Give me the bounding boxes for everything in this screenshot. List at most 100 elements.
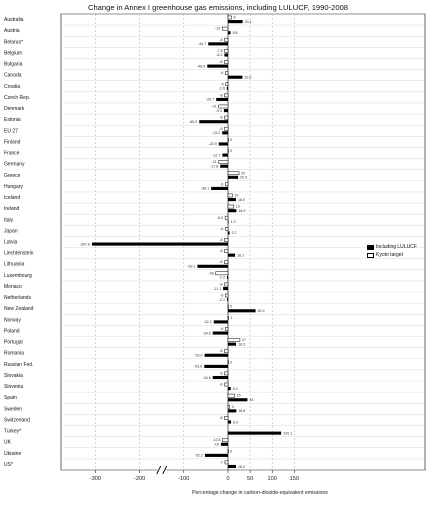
lulucf-bar — [212, 331, 228, 335]
lulucf-value-label: 18.8 — [238, 409, 245, 413]
lulucf-value-label: -26.7 — [206, 98, 214, 102]
lulucf-bar — [91, 242, 229, 246]
lulucf-bar — [228, 409, 237, 413]
category-label: Greece — [4, 173, 21, 179]
category-label: France — [4, 151, 20, 157]
category-label: Croatia — [4, 84, 20, 90]
x-axis-label: Percentage change in carbon-dioxide-equi… — [192, 490, 328, 496]
category-label: Czech Rep. — [4, 95, 30, 101]
category-label: Luxembourg — [4, 273, 32, 279]
lulucf-bar — [208, 42, 228, 46]
category-label: Turkey* — [4, 429, 21, 435]
lulucf-bar — [228, 231, 230, 235]
category-label: Monaco — [4, 284, 22, 290]
kyoto-bar — [224, 37, 229, 42]
category-label: Estonia — [4, 117, 21, 123]
kyoto-value-label: -5 — [221, 82, 224, 86]
lulucf-value-label: -20.9 — [209, 142, 217, 146]
kyoto-bar — [224, 115, 229, 120]
lulucf-value-label: -8.2 — [216, 53, 222, 57]
kyoto-value-label: 0 — [230, 449, 232, 453]
kyoto-value-label: -6 — [220, 182, 223, 186]
lulucf-bar — [204, 453, 228, 457]
kyoto-bar — [224, 60, 229, 64]
kyoto-bar — [224, 93, 229, 98]
lulucf-value-label: -34.6 — [203, 331, 211, 335]
lulucf-value-label: -11.1 — [213, 287, 221, 291]
lulucf-value-label: 120.1 — [283, 431, 292, 435]
kyoto-value-label: 13 — [236, 205, 240, 209]
lulucf-bar — [204, 353, 228, 357]
lulucf-bar — [218, 142, 228, 146]
category-label: Poland — [4, 328, 20, 334]
kyoto-bar — [224, 249, 229, 253]
lulucf-bar — [212, 375, 228, 380]
legend-item-lulucf: Including LULUCF — [367, 243, 417, 251]
kyoto-bar — [224, 371, 229, 376]
category-label: Canada — [4, 73, 22, 79]
lulucf-bar — [213, 320, 228, 324]
lulucf-value-label: 3.7 — [232, 231, 237, 235]
axis-break-mark — [156, 465, 162, 475]
lulucf-value-label: -2.1 — [219, 298, 225, 302]
kyoto-value-label: -8 — [219, 93, 222, 97]
kyoto-value-label: -28 — [208, 271, 213, 275]
lulucf-bar — [223, 286, 228, 291]
lulucf-value-label: 6.2 — [233, 387, 238, 391]
lulucf-value-label: 32.6 — [244, 75, 251, 79]
lulucf-value-label: -17.8 — [210, 164, 218, 168]
kyoto-bar — [215, 271, 229, 276]
kyoto-bar — [224, 215, 229, 220]
kyoto-value-label: -8 — [219, 260, 222, 264]
lulucf-value-label: -13.2 — [212, 131, 220, 135]
kyoto-bar — [224, 260, 229, 264]
lulucf-bar — [222, 131, 228, 135]
lulucf-value-label: 62.4 — [258, 309, 265, 313]
x-tick-label: 0 — [226, 476, 230, 482]
kyoto-bar — [224, 282, 229, 287]
lulucf-bar — [228, 398, 248, 402]
lulucf-bar — [222, 153, 228, 157]
kyoto-bar — [227, 360, 229, 365]
lulucf-value-label: 18.0 — [238, 198, 245, 202]
kyoto-bar — [218, 104, 229, 109]
kyoto-bar — [225, 327, 229, 331]
kyoto-bar — [222, 26, 229, 31]
kyoto-bar — [225, 71, 229, 75]
lulucf-value-label: 44 — [249, 398, 253, 402]
lulucf-value-label: 33.1 — [245, 20, 252, 24]
lulucf-value-label: -34.6 — [203, 376, 211, 380]
kyoto-bar — [224, 416, 229, 420]
kyoto-value-label: 25 — [241, 171, 245, 175]
kyoto-value-label: -13 — [215, 27, 220, 31]
x-tick-label: -200 — [133, 476, 146, 482]
category-label: Ukraine — [4, 451, 21, 457]
lulucf-bar — [228, 309, 256, 313]
category-label: Latvia — [4, 240, 18, 246]
category-label: Hungary — [4, 184, 23, 190]
lulucf-value-label: 18.0 — [238, 465, 245, 469]
kyoto-value-label: 10 — [234, 194, 238, 198]
category-label: Netherlands — [4, 295, 31, 301]
legend-swatch-solid — [367, 244, 374, 250]
chart-title: Change in Annex I greenhouse gas emissio… — [87, 3, 349, 12]
kyoto-bar — [227, 149, 229, 153]
kyoto-bar — [227, 171, 240, 176]
category-label: Romania — [4, 351, 24, 357]
kyoto-value-label: -8 — [219, 60, 222, 64]
lulucf-bar — [226, 86, 228, 90]
lulucf-bar — [204, 364, 228, 368]
legend-item-kyoto: Kyoto target — [367, 251, 417, 259]
category-label: Bulgaria — [4, 62, 23, 68]
lulucf-bar — [211, 186, 228, 191]
lulucf-bar — [228, 220, 229, 224]
kyoto-value-label: -21 — [212, 105, 217, 109]
category-label: Iceland — [4, 195, 20, 201]
lulucf-bar — [228, 431, 282, 435]
category-label: Slovakia — [4, 373, 23, 379]
category-label: Belarus* — [4, 39, 23, 45]
axis-break-mark — [162, 465, 168, 475]
category-label: Ireland — [4, 206, 20, 212]
kyoto-value-label: -6 — [220, 227, 223, 231]
kyoto-value-label: -21 — [212, 160, 217, 164]
